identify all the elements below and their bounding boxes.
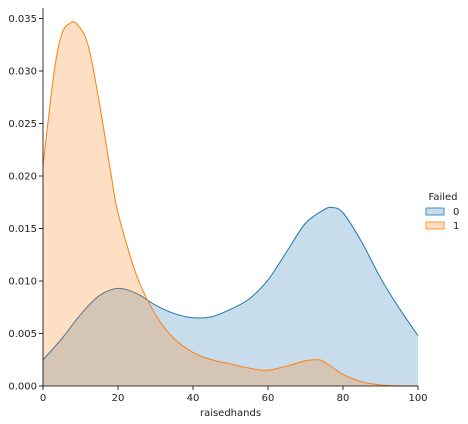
y-tick-label: 0.000 — [8, 382, 37, 393]
y-tick-label: 0.015 — [8, 224, 37, 235]
series-1-line — [42, 21, 418, 387]
legend-swatch-0 — [425, 207, 445, 216]
series-1-area — [43, 21, 418, 386]
series-0-area — [43, 207, 418, 386]
x-tick-label: 100 — [408, 393, 427, 404]
y-tick-label: 0.035 — [8, 14, 37, 25]
x-tick-label: 0 — [40, 393, 46, 404]
y-tick-label: 0.010 — [8, 277, 37, 288]
series-0-line — [42, 206, 419, 361]
x-axis-label: raisedhands — [200, 408, 261, 419]
legend-label-1: 1 — [453, 221, 459, 232]
legend-title: Failed — [428, 192, 457, 203]
x-tick-label: 20 — [112, 393, 125, 404]
x-tick-label: 60 — [262, 393, 275, 404]
legend: Failed 0 1 — [425, 192, 459, 232]
y-tick-label: 0.020 — [8, 172, 37, 183]
legend-label-0: 0 — [453, 207, 459, 218]
y-tick-label: 0.005 — [8, 329, 37, 340]
legend-swatch-1 — [425, 221, 445, 230]
plot-area — [42, 21, 419, 387]
y-tick-label: 0.025 — [8, 119, 37, 130]
x-tick-label: 40 — [187, 393, 200, 404]
y-tick-label: 0.030 — [8, 67, 37, 78]
axes: 0 20 40 60 80 100 0.000 0.005 0.010 0.015 0.020 0.0… — [8, 8, 428, 404]
x-tick-label: 80 — [337, 393, 350, 404]
